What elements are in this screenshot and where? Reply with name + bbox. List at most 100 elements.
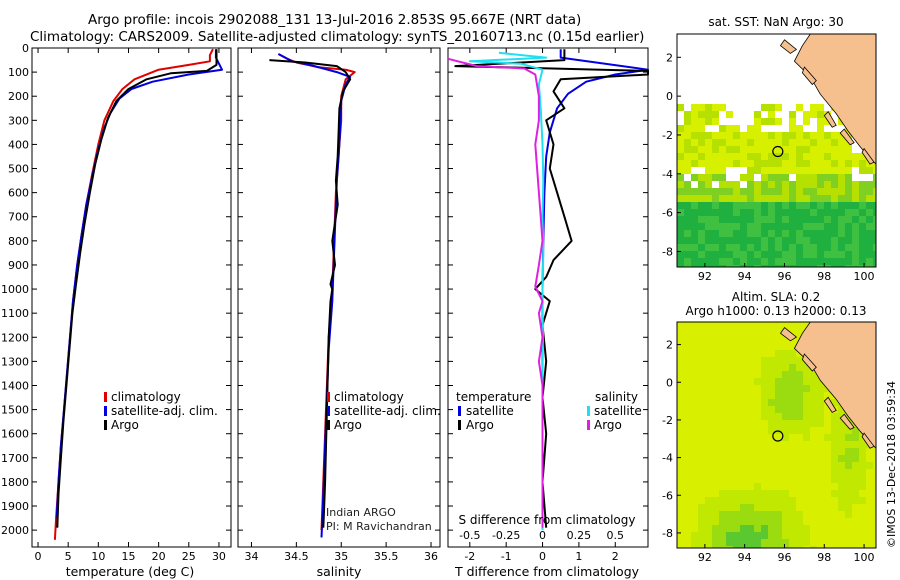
map-cell — [747, 139, 754, 146]
map-cell — [705, 195, 712, 202]
map-cell — [796, 532, 803, 539]
map-cell — [705, 258, 712, 265]
map-cell — [719, 209, 726, 216]
map-cell — [852, 469, 859, 476]
map-cell — [677, 539, 684, 546]
map-cell — [733, 258, 740, 265]
map-cell — [747, 413, 754, 420]
map-cell — [684, 483, 691, 490]
map-cell — [859, 476, 866, 483]
map-cell — [677, 462, 684, 469]
map-y-tick-label: -4 — [662, 168, 673, 181]
map-cell — [691, 413, 698, 420]
map-cell — [712, 160, 719, 167]
map-cell — [796, 525, 803, 532]
map-cell — [796, 364, 803, 371]
map-cell — [733, 223, 740, 230]
map-cell — [740, 153, 747, 160]
map-cell — [831, 497, 838, 504]
sst-cells — [677, 104, 876, 267]
map-cell — [684, 357, 691, 364]
map-cell — [733, 336, 740, 343]
map-cell — [796, 202, 803, 209]
map-cell — [845, 160, 852, 167]
map-cell — [747, 153, 754, 160]
map-cell — [705, 469, 712, 476]
map-cell — [845, 251, 852, 258]
map-cell — [789, 497, 796, 504]
map-cell — [698, 357, 705, 364]
map-cell — [677, 490, 684, 497]
map-cell — [845, 258, 852, 265]
map-cell — [775, 329, 782, 336]
map-cell — [824, 441, 831, 448]
map-cell — [866, 504, 873, 511]
map-cell — [740, 455, 747, 462]
map-cell — [719, 357, 726, 364]
map-cell — [733, 209, 740, 216]
map-cell — [852, 434, 859, 441]
map-cell — [873, 546, 876, 548]
map-cell — [712, 392, 719, 399]
map-cell — [726, 532, 733, 539]
map-cell — [859, 448, 866, 455]
legend-s-argo-swatch — [587, 420, 590, 430]
map-cell — [796, 125, 803, 132]
map-cell — [782, 455, 789, 462]
map-cell — [733, 483, 740, 490]
map-cell — [754, 483, 761, 490]
map-cell — [775, 244, 782, 251]
map-cell — [698, 125, 705, 132]
map-cell — [677, 378, 684, 385]
map-cell — [831, 181, 838, 188]
depth-tick-label: 1600 — [1, 428, 29, 441]
map-cell — [677, 202, 684, 209]
map-cell — [733, 146, 740, 153]
depth-tick-label: 1200 — [1, 331, 29, 344]
map-cell — [831, 160, 838, 167]
map-cell — [677, 504, 684, 511]
map-cell — [824, 209, 831, 216]
map-cell — [824, 392, 831, 399]
map-cell — [684, 392, 691, 399]
map-cell — [873, 539, 876, 546]
sal-legend-satellite-label: satellite-adj. clim. — [334, 404, 441, 418]
map-cell — [803, 195, 810, 202]
map-cell — [684, 441, 691, 448]
map-cell — [789, 532, 796, 539]
map-cell — [719, 420, 726, 427]
map-cell — [754, 350, 761, 357]
map-cell — [859, 455, 866, 462]
map-cell — [803, 139, 810, 146]
map-cell — [740, 230, 747, 237]
map-cell — [719, 230, 726, 237]
difference-legend: temperature satellite Argo salinity sate… — [456, 390, 642, 432]
map-cell — [705, 265, 712, 267]
map-cell — [796, 448, 803, 455]
map-cell — [754, 322, 761, 329]
map-cell — [719, 132, 726, 139]
map-cell — [866, 448, 873, 455]
map-cell — [712, 202, 719, 209]
map-cell — [691, 343, 698, 350]
map-cell — [852, 539, 859, 546]
map-cell — [719, 258, 726, 265]
map-cell — [712, 258, 719, 265]
map-cell — [824, 504, 831, 511]
map-cell — [782, 244, 789, 251]
map-cell — [705, 202, 712, 209]
map-cell — [712, 195, 719, 202]
map-cell — [838, 216, 845, 223]
map-cell — [796, 462, 803, 469]
map-cell — [803, 132, 810, 139]
map-cell — [789, 525, 796, 532]
map-cell — [761, 251, 768, 258]
map-cell — [768, 399, 775, 406]
map-cell — [761, 455, 768, 462]
map-cell — [726, 525, 733, 532]
map-cell — [775, 322, 782, 329]
map-cell — [873, 251, 876, 258]
map-cell — [740, 420, 747, 427]
map-cell — [677, 343, 684, 350]
map-cell — [719, 244, 726, 251]
